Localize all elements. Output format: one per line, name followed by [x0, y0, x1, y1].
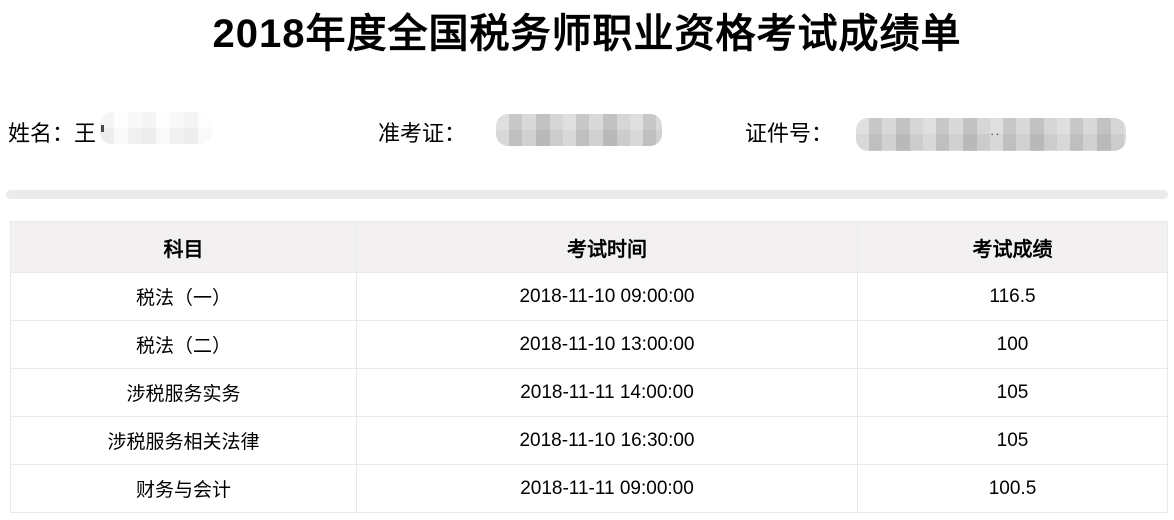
exam-time-cell: 2018-11-11 09:00:00 — [356, 464, 858, 513]
subject-cell: 涉税服务实务 — [10, 368, 357, 417]
redacted-id-mosaic — [856, 118, 1126, 151]
ticket-label: 准考证： — [378, 121, 467, 146]
redacted-name-mosaic — [100, 112, 212, 144]
score-table: 科目 考试时间 考试成绩 税法（一） 2018-11-10 09:00:00 1… — [10, 221, 1168, 513]
name-value: 王 — [74, 121, 97, 146]
subject-cell: 财务与会计 — [10, 464, 357, 513]
score-table-head: 科目 考试时间 考试成绩 — [10, 221, 1168, 273]
header-subject: 科目 — [10, 221, 357, 273]
table-row: 税法（一） 2018-11-10 09:00:00 116.5 — [10, 272, 1168, 321]
ticket-field: 准考证： — [378, 116, 466, 148]
exam-score-cell: 100.5 — [857, 464, 1168, 513]
exam-score-cell: 116.5 — [857, 272, 1168, 321]
name-field: 姓名：王 — [8, 116, 96, 148]
id-label: 证件号： — [745, 121, 834, 146]
exam-time-cell: 2018-11-10 09:00:00 — [356, 272, 858, 321]
name-label: 姓名： — [8, 121, 75, 146]
exam-time-cell: 2018-11-10 13:00:00 — [356, 320, 858, 369]
table-row: 财务与会计 2018-11-11 09:00:00 100.5 — [10, 464, 1168, 513]
redacted-ticket-mosaic — [496, 114, 662, 146]
exam-score-cell: 105 — [857, 416, 1168, 465]
subject-cell: 税法（二） — [10, 320, 357, 369]
table-row: 税法（二） 2018-11-10 13:00:00 100 — [10, 320, 1168, 369]
exam-score-cell: 105 — [857, 368, 1168, 417]
candidate-info-row: 姓名：王 准考证： 证件号： — [0, 110, 1174, 154]
section-divider — [6, 190, 1168, 199]
exam-time-cell: 2018-11-11 14:00:00 — [356, 368, 858, 417]
table-row: 涉税服务相关法律 2018-11-10 16:30:00 105 — [10, 416, 1168, 465]
table-row: 涉税服务实务 2018-11-11 14:00:00 105 — [10, 368, 1168, 417]
exam-score-cell: 100 — [857, 320, 1168, 369]
exam-time-cell: 2018-11-10 16:30:00 — [356, 416, 858, 465]
score-table-body: 税法（一） 2018-11-10 09:00:00 116.5 税法（二） 20… — [10, 272, 1168, 513]
page-title: 2018年度全国税务师职业资格考试成绩单 — [212, 12, 962, 56]
id-field: 证件号： — [745, 116, 833, 148]
subject-cell: 税法（一） — [10, 272, 357, 321]
header-exam-time: 考试时间 — [356, 221, 858, 273]
header-exam-score: 考试成绩 — [857, 221, 1168, 273]
header-row: 科目 考试时间 考试成绩 — [10, 221, 1168, 273]
subject-cell: 涉税服务相关法律 — [10, 416, 357, 465]
